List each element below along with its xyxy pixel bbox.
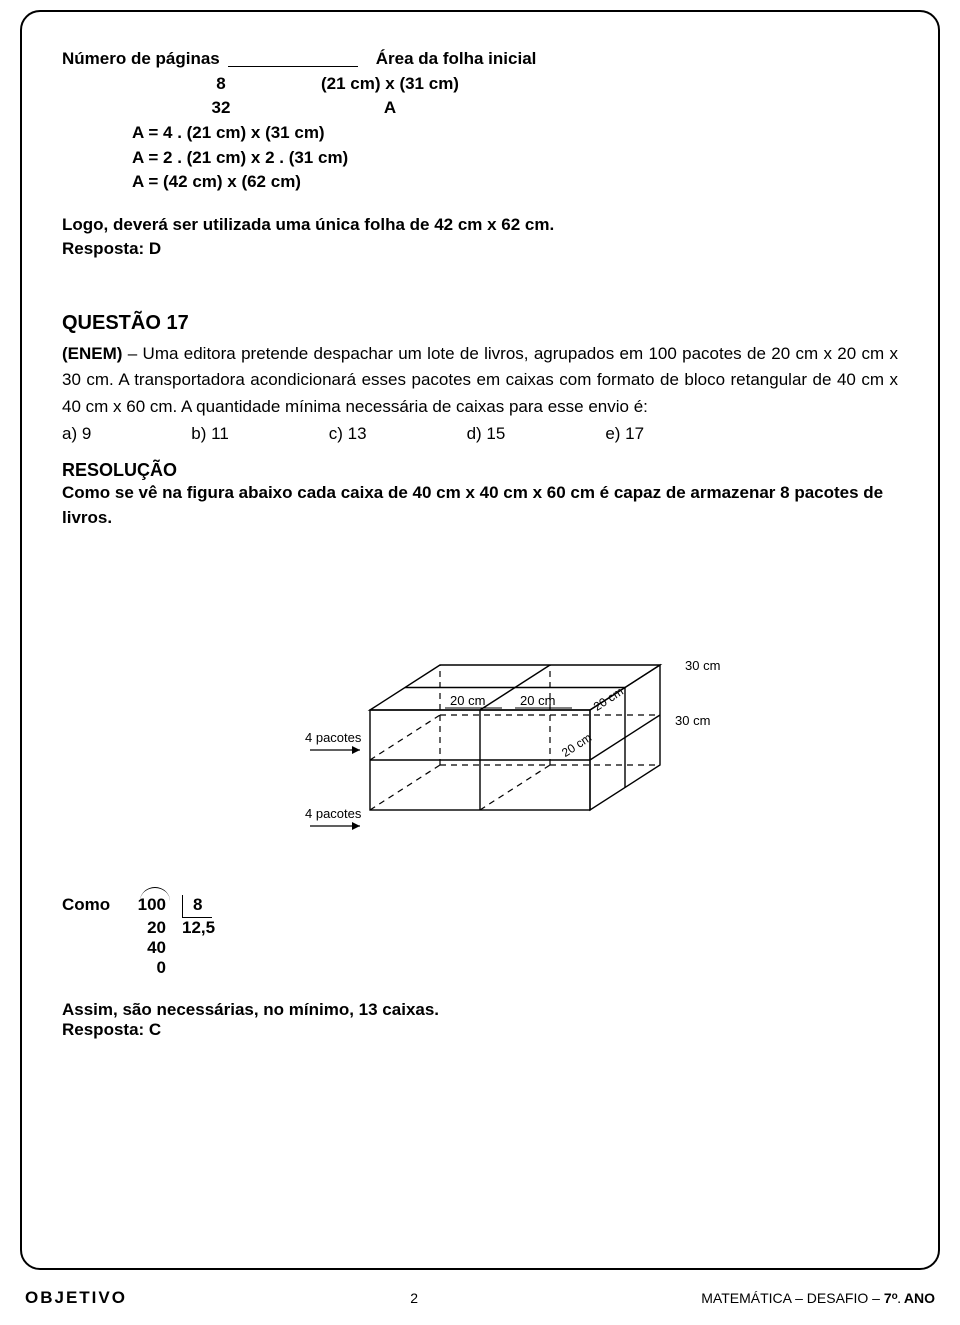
- box-svg: 30 cm 30 cm 20 cm 20 cm 20 cm 20 cm 4 pa…: [220, 560, 740, 850]
- calc-line-2: A = 2 . (21 cm) x 2 . (31 cm): [62, 146, 898, 171]
- arc-icon: [140, 887, 170, 901]
- footer-brand: OBJETIVO: [25, 1288, 127, 1308]
- divisor: 8: [182, 895, 212, 918]
- header-left: Número de páginas: [62, 47, 220, 72]
- final-answer: Resposta: C: [62, 1020, 898, 1040]
- quotient: 12,5: [172, 918, 232, 938]
- remainder-3: 0: [122, 958, 172, 978]
- footer-ordinal: o: [892, 1291, 898, 1302]
- option-a: a) 9: [62, 424, 91, 444]
- final-conclusion: Assim, são necessárias, no mínimo, 13 ca…: [62, 1000, 898, 1020]
- remainder-1: 20: [122, 918, 172, 938]
- dim-30cm-mid: 30 cm: [675, 713, 710, 728]
- pages-8: 8: [152, 72, 290, 97]
- long-division: Como 100 8 20 12,5 40 0: [62, 895, 898, 978]
- calc-line-3: A = (42 cm) x (62 cm): [62, 170, 898, 195]
- question-title: QUESTÃO 17: [62, 312, 898, 335]
- dim-20cm-top1: 20 cm: [450, 693, 485, 708]
- header-rule: [228, 57, 358, 67]
- footer-grade: 7: [884, 1290, 892, 1306]
- dim-20cm-top2: 20 cm: [520, 693, 555, 708]
- footer-page-number: 2: [410, 1290, 418, 1306]
- area-A: A: [290, 96, 490, 121]
- options-row: a) 9 b) 11 c) 13 d) 15 e) 17: [62, 424, 898, 444]
- calc-line-1: A = 4 . (21 cm) x (31 cm): [62, 121, 898, 146]
- label-4pacotes-1: 4 pacotes: [305, 730, 362, 745]
- option-d: d) 15: [467, 424, 506, 444]
- prev-answer: Resposta: D: [62, 237, 898, 262]
- prev-solution-block: Número de páginas Área da folha inicial …: [62, 47, 898, 262]
- label-4pacotes-2: 4 pacotes: [305, 806, 362, 821]
- footer-ordinal-dot: .: [898, 1295, 901, 1306]
- question-source: (ENEM): [62, 344, 122, 363]
- ratio-row-1: 8 (21 cm) x (31 cm): [62, 72, 898, 97]
- dim-20cm-diag1: 20 cm: [591, 685, 626, 715]
- option-b: b) 11: [191, 424, 229, 444]
- question-text: – Uma editora pretende despachar um lote…: [62, 344, 898, 416]
- dim-20cm-diag2: 20 cm: [559, 731, 594, 761]
- option-c: c) 13: [329, 424, 367, 444]
- box-figure: 30 cm 30 cm 20 cm 20 cm 20 cm 20 cm 4 pa…: [62, 560, 898, 855]
- resolution-body: Como se vê na figura abaixo cada caixa d…: [62, 481, 898, 530]
- pages-32: 32: [152, 96, 290, 121]
- area-0: (21 cm) x (31 cm): [290, 72, 490, 97]
- dim-30cm-top: 30 cm: [685, 658, 720, 673]
- option-e: e) 17: [605, 424, 644, 444]
- prev-conclusion: Logo, deverá ser utilizada uma única fol…: [62, 213, 898, 238]
- page-footer: OBJETIVO 2 MATEMÁTICA – DESAFIO – 7o. AN…: [0, 1280, 960, 1323]
- remainder-2: 40: [122, 938, 172, 958]
- resolution-title: RESOLUÇÃO: [62, 460, 898, 481]
- page-frame: Número de páginas Área da folha inicial …: [20, 10, 940, 1270]
- division-lead: Como: [62, 895, 122, 918]
- ratio-row-2: 32 A: [62, 96, 898, 121]
- footer-ano: ANO: [901, 1290, 935, 1306]
- header-right: Área da folha inicial: [376, 47, 537, 72]
- footer-subject: MATEMÁTICA – DESAFIO – 7o. ANO: [701, 1290, 935, 1306]
- ratio-header: Número de páginas Área da folha inicial: [62, 47, 898, 72]
- footer-prefix: MATEMÁTICA – DESAFIO –: [701, 1290, 884, 1306]
- question-body: (ENEM) – Uma editora pretende despachar …: [62, 341, 898, 420]
